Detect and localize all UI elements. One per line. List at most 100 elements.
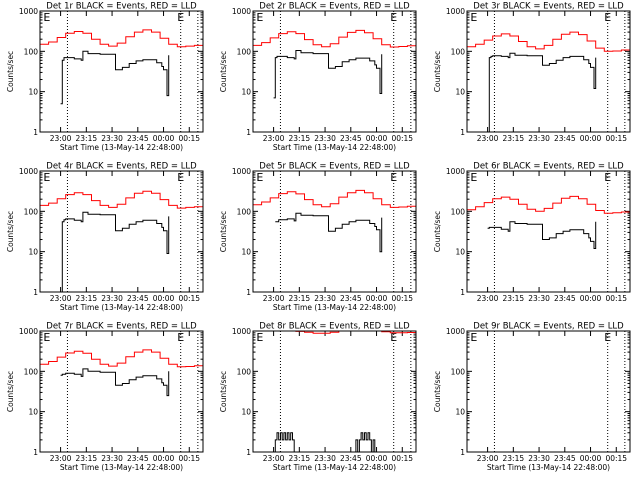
x-tick-label: 23:30 xyxy=(528,134,550,143)
y-tick-label: 100 xyxy=(237,47,252,56)
x-tick-label: 23:30 xyxy=(314,134,336,143)
x-tick-label: 23:15 xyxy=(76,134,98,143)
x-tick-label: 00:00 xyxy=(366,294,388,303)
x-tick-label: 23:30 xyxy=(528,454,550,463)
y-tick-label: 100 xyxy=(451,207,466,216)
y-tick-label: 1000 xyxy=(19,7,38,16)
y-tick-label: 10 xyxy=(28,408,38,417)
series-lld-line xyxy=(253,189,417,208)
panel-det-1: Det 1r BLACK = Events, RED = LLD Counts/s… xyxy=(6,2,204,152)
y-axis-label: Counts/sec xyxy=(433,51,442,92)
panel-title: Det 9r BLACK = Events, RED = LLD xyxy=(473,322,624,332)
series-lld-line xyxy=(467,31,631,52)
x-tick-label: 00:15 xyxy=(605,454,627,463)
plot-frame xyxy=(466,10,631,133)
x-tick-label: 23:00 xyxy=(477,134,499,143)
x-tick-label: 23:15 xyxy=(289,454,311,463)
series-lld-line xyxy=(40,349,204,368)
x-tick-label: 00:15 xyxy=(178,454,200,463)
series-events-line xyxy=(275,212,383,253)
x-tick-label: 23:45 xyxy=(554,454,576,463)
x-tick-label: 23:15 xyxy=(76,294,98,303)
y-tick-label: 10 xyxy=(28,88,38,97)
x-tick-label: 23:00 xyxy=(263,454,285,463)
x-axis-label: Start Time (13-May-14 22:48:00) xyxy=(273,463,396,472)
x-tick-label: 00:15 xyxy=(391,454,413,463)
y-tick-label: 10 xyxy=(455,88,465,97)
event-marker-label: E xyxy=(470,171,477,184)
y-tick-label: 1000 xyxy=(19,167,38,176)
plot-frame xyxy=(466,170,631,293)
x-tick-label: 23:00 xyxy=(263,134,285,143)
x-tick-label: 00:15 xyxy=(391,294,413,303)
y-tick-label: 100 xyxy=(451,47,466,56)
series-events-line xyxy=(60,211,170,293)
series-lld-line xyxy=(40,190,204,209)
series-events-line xyxy=(273,50,383,99)
y-tick-label: 10 xyxy=(28,248,38,257)
plot-frame xyxy=(252,10,417,133)
y-tick-label: 1 xyxy=(33,448,38,457)
x-tick-label: 23:15 xyxy=(503,134,525,143)
x-tick-label: 00:00 xyxy=(366,454,388,463)
y-tick-label: 1 xyxy=(460,448,465,457)
x-tick-label: 00:00 xyxy=(580,134,602,143)
event-marker-label: E xyxy=(604,331,611,344)
x-tick-label: 00:00 xyxy=(366,134,388,143)
event-marker-label: E xyxy=(43,11,50,24)
x-tick-label: 23:15 xyxy=(503,294,525,303)
x-tick-label: 23:15 xyxy=(289,294,311,303)
panel-det-9: Det 9r BLACK = Events, RED = LLD Counts/s… xyxy=(433,322,631,472)
y-tick-label: 10 xyxy=(241,408,251,417)
x-tick-label: 23:45 xyxy=(127,134,149,143)
y-tick-label: 100 xyxy=(237,367,252,376)
event-marker-label: E xyxy=(604,171,611,184)
x-tick-label: 23:45 xyxy=(127,294,149,303)
x-axis-label: Start Time (13-May-14 22:48:00) xyxy=(60,303,183,312)
panel-title: Det 5r BLACK = Events, RED = LLD xyxy=(259,162,410,172)
event-marker-label: E xyxy=(390,11,397,24)
plot-frame xyxy=(466,330,631,453)
x-axis-label: Start Time (13-May-14 22:48:00) xyxy=(60,463,183,472)
panel-det-6: Det 6r BLACK = Events, RED = LLD Counts/s… xyxy=(433,162,631,303)
event-marker-label: E xyxy=(43,171,50,184)
panel-title: Det 2r BLACK = Events, RED = LLD xyxy=(259,2,410,12)
panel-title: Det 7r BLACK = Events, RED = LLD xyxy=(46,322,197,332)
y-tick-label: 1000 xyxy=(232,327,251,336)
event-marker-label: E xyxy=(177,11,184,24)
panel-title: Det 6r BLACK = Events, RED = LLD xyxy=(473,162,624,172)
x-tick-label: 23:30 xyxy=(101,454,123,463)
panel-det-7: Det 7r BLACK = Events, RED = LLD Counts/s… xyxy=(6,322,204,472)
plot-frame xyxy=(39,330,204,453)
event-marker-label: E xyxy=(256,171,263,184)
x-tick-label: 00:00 xyxy=(580,454,602,463)
panel-det-3: Det 3r BLACK = Events, RED = LLD Counts/s… xyxy=(433,2,631,143)
event-marker-label: E xyxy=(390,331,397,344)
series-lld-line xyxy=(467,195,631,214)
y-axis-label: Counts/sec xyxy=(6,371,15,412)
x-tick-label: 23:30 xyxy=(101,134,123,143)
plot-frame xyxy=(39,170,204,293)
y-tick-label: 100 xyxy=(237,207,252,216)
x-axis-label: Start Time (13-May-14 22:48:00) xyxy=(60,143,183,152)
panel-title: Det 3r BLACK = Events, RED = LLD xyxy=(473,2,624,12)
series-events-line xyxy=(487,221,597,249)
x-tick-label: 23:30 xyxy=(101,294,123,303)
y-tick-label: 10 xyxy=(455,408,465,417)
event-marker-label: E xyxy=(390,171,397,184)
x-tick-label: 23:30 xyxy=(528,294,550,303)
panel-det-2: Det 2r BLACK = Events, RED = LLD Counts/s… xyxy=(219,2,417,152)
y-tick-label: 10 xyxy=(241,248,251,257)
y-tick-label: 1000 xyxy=(232,7,251,16)
y-axis-label: Counts/sec xyxy=(433,371,442,412)
series-lld-line xyxy=(253,29,417,48)
panel-title: Det 8r BLACK = Events, RED = LLD xyxy=(259,322,410,332)
x-tick-label: 23:45 xyxy=(554,294,576,303)
event-marker-label: E xyxy=(256,331,263,344)
y-tick-label: 1 xyxy=(246,288,251,297)
series-events-line xyxy=(60,368,170,397)
x-tick-label: 23:15 xyxy=(76,454,98,463)
panel-det-4: Det 4r BLACK = Events, RED = LLD Counts/s… xyxy=(6,162,204,312)
x-axis-label: Start Time (13-May-14 22:48:00) xyxy=(273,303,396,312)
